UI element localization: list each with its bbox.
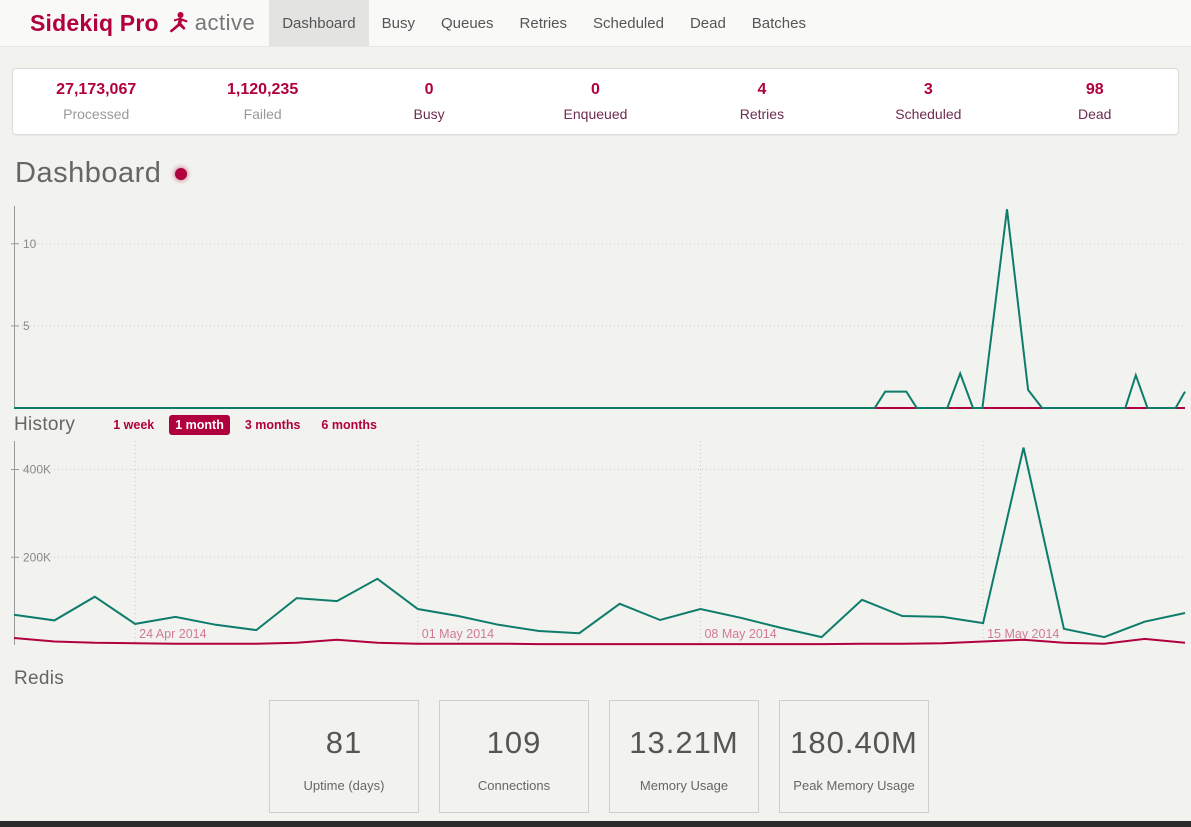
navbar: Sidekiq Pro active Dashboard Busy Queues Re… [0, 0, 1191, 47]
history-chart: 200K 400K 24 Apr 2014 01 May 2014 08 May 201… [11, 441, 1186, 646]
nav-tab-label: Dead [689, 14, 726, 32]
stat-busy: 0 Busy [346, 81, 512, 122]
tab-scheduled[interactable]: Scheduled [580, 0, 677, 46]
stat-label: Processed [63, 106, 130, 122]
nav-tab-label: Dashboard [282, 14, 356, 32]
redis-stat-label: Connections [477, 778, 551, 793]
stat-processed: 27,173,067 Processed [13, 81, 179, 122]
stat-scheduled: 3 Scheduled [845, 81, 1011, 122]
redis-stat-value: 180.40M [790, 725, 918, 760]
sidekiq-figure-icon [169, 12, 188, 33]
redis-stat-label: Peak Memory Usage [793, 778, 915, 793]
stat-value: 3 [923, 81, 933, 98]
redis-stat-value: 81 [325, 725, 363, 760]
realtime-chart: 5 10 [11, 206, 1186, 409]
tab-retries[interactable]: Retries [507, 0, 581, 46]
stat-label[interactable]: Busy [413, 106, 445, 122]
tab-dead[interactable]: Dead [677, 0, 739, 46]
stat-label[interactable]: Scheduled [895, 106, 962, 122]
redis-stat-value: 109 [486, 725, 542, 760]
svg-text:400K: 400K [23, 463, 51, 477]
realtime-chart-svg: 5 10 [11, 206, 1186, 409]
stat-value: 4 [757, 81, 767, 98]
stats-summary-card: 27,173,067 Processed 1,120,235 Failed 0 … [12, 68, 1179, 135]
nav-tab-label: Batches [751, 14, 806, 32]
stat-dead: 98 Dead [1012, 81, 1178, 122]
redis-stat-memory-usage: 13.21M Memory Usage [609, 700, 759, 813]
brand-logo[interactable]: Sidekiq Pro active [0, 0, 269, 46]
redis-stat-uptime-days-: 81 Uptime (days) [269, 700, 419, 813]
redis-stat-boxes: 81 Uptime (days) 109 Connections 13.21M … [269, 700, 949, 813]
nav-tabs: Dashboard Busy Queues Retries Scheduled Dead B… [269, 0, 819, 46]
stat-retries: 4 Retries [679, 81, 845, 122]
nav-tab-label: Scheduled [593, 14, 664, 32]
stat-label[interactable]: Dead [1078, 106, 1112, 122]
stat-value: 27,173,067 [56, 81, 137, 98]
history-title: History [14, 414, 76, 435]
tab-busy[interactable]: Busy [369, 0, 428, 46]
svg-text:08 May 2014: 08 May 2014 [704, 627, 776, 641]
stat-label[interactable]: Retries [739, 106, 785, 122]
redis-stat-label: Uptime (days) [303, 778, 385, 793]
live-beacon-dot [175, 168, 188, 181]
svg-text:15 May 2014: 15 May 2014 [987, 627, 1059, 641]
svg-text:24 Apr 2014: 24 Apr 2014 [139, 627, 206, 641]
stat-enqueued: 0 Enqueued [512, 81, 678, 122]
nav-tab-label: Busy [381, 14, 415, 32]
brand-suffix: active [194, 10, 256, 35]
tab-batches[interactable]: Batches [739, 0, 819, 46]
tab-dashboard[interactable]: Dashboard [269, 0, 369, 46]
svg-text:200K: 200K [23, 550, 51, 564]
stat-label[interactable]: Enqueued [563, 106, 628, 122]
stat-value: 0 [591, 81, 600, 98]
redis-stat-value: 13.21M [629, 725, 739, 760]
tab-queues[interactable]: Queues [428, 0, 507, 46]
stat-value: 0 [424, 81, 434, 98]
svg-text:10: 10 [23, 237, 37, 251]
redis-stat-label: Memory Usage [639, 778, 729, 793]
redis-title: Redis [14, 668, 65, 689]
page-title-text: Dashboard [15, 157, 162, 189]
history-filter-3-months[interactable]: 3 months [244, 418, 301, 432]
svg-text:01 May 2014: 01 May 2014 [422, 627, 494, 641]
nav-tab-label: Queues [440, 14, 494, 32]
stat-value: 98 [1085, 81, 1104, 98]
brand-name: Sidekiq Pro [30, 9, 159, 36]
stat-failed: 1,120,235 Failed [179, 81, 345, 122]
redis-stat-connections: 109 Connections [439, 700, 589, 813]
history-filter-6-months[interactable]: 6 months [321, 418, 377, 432]
stat-value: 1,120,235 [227, 81, 299, 98]
history-filter-1-month[interactable]: 1 month [169, 415, 230, 435]
nav-tab-label: Retries [519, 14, 568, 32]
footer-strip [0, 821, 1191, 827]
svg-text:5: 5 [23, 319, 30, 333]
history-chart-svg: 200K 400K 24 Apr 2014 01 May 2014 08 May 201… [11, 441, 1186, 646]
redis-stat-peak-memory-usage: 180.40M Peak Memory Usage [779, 700, 929, 813]
history-filters: 1 week 1 month 3 months 6 months [107, 415, 392, 435]
history-filter-1-week[interactable]: 1 week [113, 418, 155, 432]
stat-label: Failed [243, 106, 282, 122]
page-title: Dashboard [15, 157, 188, 190]
history-header: History 1 week 1 month 3 months 6 months [14, 414, 392, 436]
